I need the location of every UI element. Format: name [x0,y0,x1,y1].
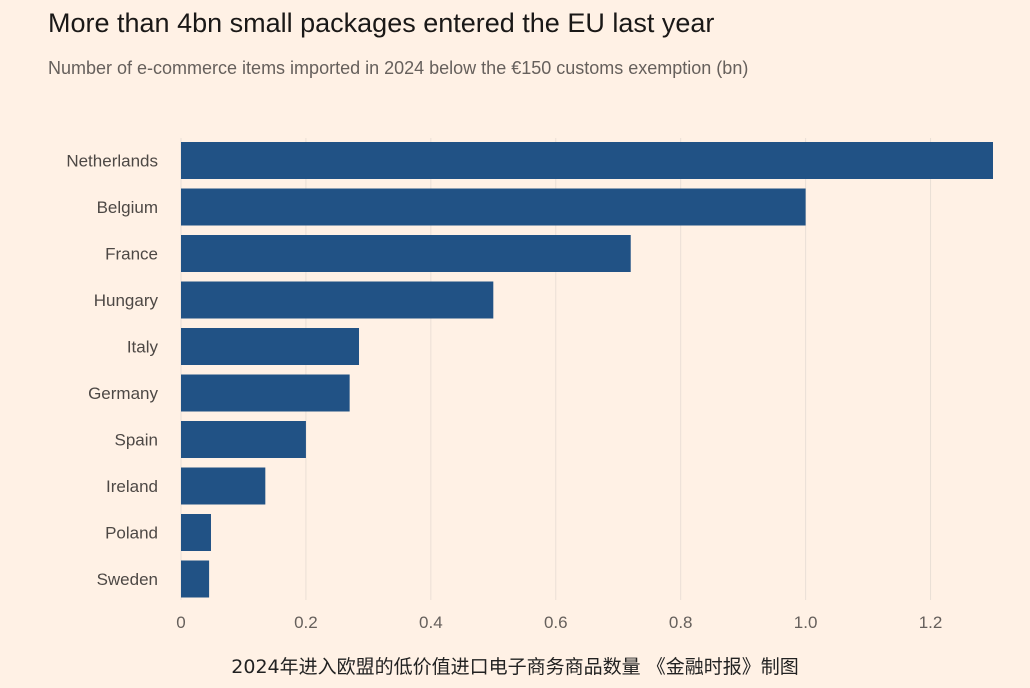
bar-poland [181,514,211,551]
x-tick-label: 1.0 [794,613,818,632]
x-tick-label: 0.2 [294,613,318,632]
chart-title: More than 4bn small packages entered the… [48,8,715,38]
bar-hungary [181,281,494,319]
x-tick-label: 0.6 [544,613,568,632]
bar-belgium [181,188,806,226]
x-tick-label: 0.8 [669,613,693,632]
category-label: Ireland [106,477,158,496]
bar-italy [181,328,360,365]
category-label: Sweden [97,570,158,589]
bar-netherlands [181,142,993,179]
category-label: Netherlands [66,152,158,171]
category-label: Italy [127,338,159,357]
bar-ireland [181,467,266,505]
image-caption: 2024年进入欧盟的低价值进口电子商务商品数量 《金融时报》制图 [231,656,799,678]
bar-france [181,235,631,272]
chart-subtitle: Number of e-commerce items imported in 2… [48,58,749,78]
category-label: Spain [115,431,158,450]
x-tick-label: 0 [176,613,185,632]
category-label: Poland [105,524,158,543]
category-label: Belgium [97,198,158,217]
category-label: Germany [88,384,158,403]
bar-spain [181,421,306,458]
category-label: France [105,245,158,264]
x-tick-label: 0.4 [419,613,443,632]
bar-sweden [181,560,210,598]
bar-germany [181,374,350,412]
category-label: Hungary [94,291,159,310]
x-tick-label: 1.2 [919,613,943,632]
